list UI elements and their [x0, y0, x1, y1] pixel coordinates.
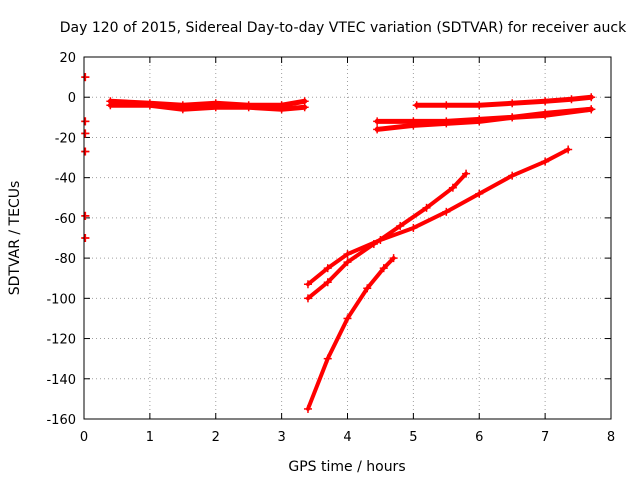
data-point: [564, 145, 573, 154]
data-point: [475, 101, 484, 110]
data-point: [81, 147, 90, 156]
y-tick-label: 0: [68, 91, 76, 106]
x-tick-label: 7: [541, 430, 549, 445]
data-point: [379, 264, 388, 273]
data-point: [587, 93, 596, 102]
data-point: [376, 236, 385, 245]
data-point: [587, 105, 596, 114]
data-point: [409, 223, 418, 232]
data-marks: [81, 73, 596, 413]
data-point: [363, 284, 372, 293]
data-point: [323, 264, 332, 273]
data-point: [462, 169, 471, 178]
data-point: [323, 278, 332, 287]
data-point: [409, 121, 418, 130]
x-tick-label: 8: [607, 430, 615, 445]
data-point: [541, 97, 550, 106]
data-point: [567, 95, 576, 104]
y-axis-label: SDTVAR / TECUs: [7, 181, 23, 296]
data-point: [106, 101, 115, 110]
data-point: [303, 280, 312, 289]
data-point: [323, 354, 332, 363]
data-point: [541, 157, 550, 166]
x-tick-label: 5: [409, 430, 417, 445]
data-trace: [305, 171, 469, 301]
y-tick-label: -120: [46, 333, 76, 348]
data-trace: [414, 94, 594, 108]
data-point: [373, 117, 382, 126]
y-tick-label: -140: [46, 373, 76, 388]
x-tick-label: 1: [146, 430, 154, 445]
data-point: [300, 103, 309, 112]
data-point: [178, 105, 187, 114]
y-tick-label: -20: [55, 131, 76, 146]
x-tick-label: 4: [343, 430, 351, 445]
x-tick-label: 6: [475, 430, 483, 445]
data-point: [442, 119, 451, 128]
x-axis-label: GPS time / hours: [288, 459, 405, 475]
data-point: [81, 73, 90, 82]
x-tick-label: 0: [80, 430, 88, 445]
data-point: [343, 258, 352, 267]
data-point: [145, 101, 154, 110]
data-point: [81, 211, 90, 220]
x-tick-label: 2: [212, 430, 220, 445]
data-point: [81, 234, 90, 242]
data-point: [448, 183, 457, 192]
data-trace: [305, 256, 396, 411]
data-point: [475, 189, 484, 198]
data-point: [442, 207, 451, 216]
data-point: [244, 103, 253, 112]
data-point: [343, 250, 352, 259]
data-point: [389, 254, 398, 263]
grid: [84, 57, 611, 419]
data-point: [541, 109, 550, 118]
ticks: 0 1 2 3 4 5 6 7 8 20 0 -20 -40 -60 -80 -100 -120 -140 -160: [46, 51, 615, 445]
data-point: [81, 129, 90, 138]
data-point: [303, 404, 312, 413]
y-tick-label: 20: [59, 51, 76, 66]
data-point: [373, 125, 382, 134]
plot-frame: [83, 56, 612, 420]
y-tick-label: -160: [46, 413, 76, 428]
data-point: [442, 101, 451, 110]
data-point: [343, 314, 352, 323]
data-trace: [305, 147, 571, 287]
data-point: [396, 221, 405, 230]
y-tick-label: -40: [55, 172, 76, 187]
data-point: [508, 113, 517, 122]
y-tick-label: -80: [55, 252, 76, 267]
data-point: [508, 171, 517, 180]
data-point: [422, 203, 431, 212]
data-point: [303, 294, 312, 303]
chart-title: Day 120 of 2015, Sidereal Day-to-day VTE…: [60, 20, 627, 36]
data-point: [508, 99, 517, 108]
data-point: [412, 101, 421, 110]
y-tick-label: -60: [55, 212, 76, 227]
data-point: [211, 103, 220, 112]
data-point: [475, 117, 484, 126]
y-tick-label: -100: [46, 292, 76, 307]
data-point: [277, 105, 286, 114]
data-point: [81, 117, 90, 126]
x-tick-label: 3: [277, 430, 285, 445]
